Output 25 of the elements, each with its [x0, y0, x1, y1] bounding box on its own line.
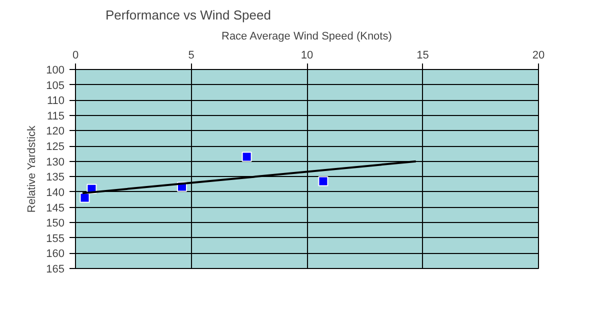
x-tick-label: 10 — [300, 50, 314, 62]
chart-title: Performance vs Wind Speed — [106, 8, 271, 22]
x-tick-label: 0 — [72, 50, 79, 62]
point — [80, 192, 90, 203]
point — [318, 176, 328, 186]
y-tick-label: 145 — [46, 202, 65, 214]
y-tick-label: 155 — [46, 232, 65, 245]
y-tick-label: 140 — [46, 186, 65, 199]
y-tick-label: 165 — [46, 264, 65, 276]
x-axis-title: Race Average Wind Speed (Knots) — [222, 30, 392, 42]
y-tick-label: 105 — [46, 80, 65, 92]
y-tick-label: 160 — [46, 248, 65, 260]
y-tick-label: 130 — [46, 156, 65, 168]
y-tick-label: 150 — [46, 218, 65, 230]
y-tick-label: 125 — [46, 141, 65, 154]
y-tick-label: 100 — [46, 64, 65, 76]
y-tick-label: 120 — [46, 126, 65, 138]
y-tick-label: 110 — [46, 95, 65, 108]
y-tick-label: 135 — [46, 172, 65, 184]
y-tick-label: 115 — [46, 110, 65, 122]
x-tick-label: 20 — [532, 50, 545, 62]
x-tick-label: 15 — [416, 50, 429, 62]
y-axis-title: Relative Yardstick — [26, 125, 38, 213]
x-tick-label: 5 — [188, 50, 194, 62]
point — [242, 152, 252, 162]
